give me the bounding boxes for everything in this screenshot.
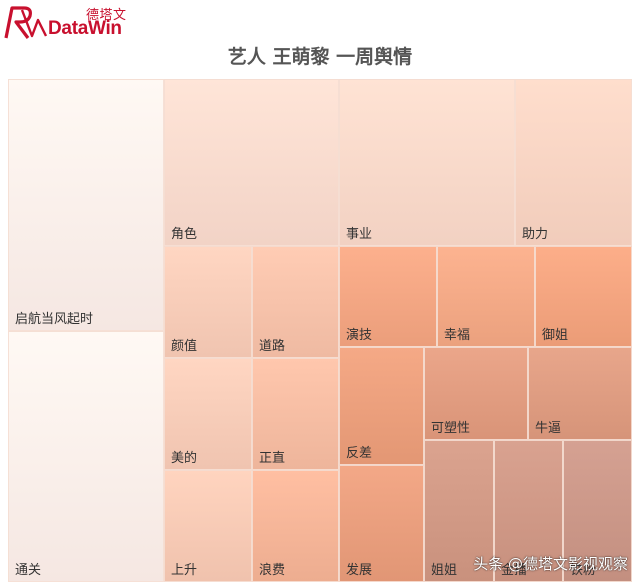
treemap-tile-label: 姐姐 (431, 563, 458, 578)
treemap-tile[interactable]: 角色 (164, 79, 339, 246)
treemap-tile-label: 助力 (522, 227, 549, 242)
treemap-tile-label: 上升 (171, 563, 198, 578)
treemap-tile[interactable]: 御姐 (535, 246, 632, 347)
chart-title: 艺人 王萌黎 一周舆情 (227, 46, 413, 68)
treemap-tile[interactable]: 发展 (339, 465, 424, 582)
treemap-tile-label: 御姐 (542, 328, 569, 343)
treemap-chart: 启航当风起时 通关 角色 事业 助力颜值 道路美的 正直上升 浪费 演技 幸福 御姐反差发展 可塑性 牛… (8, 79, 632, 582)
datawin-logo-mark-icon (4, 6, 48, 39)
treemap-tile[interactable]: 助力 (515, 79, 632, 246)
treemap-tile-label: 正直 (259, 451, 286, 466)
treemap-tile[interactable]: 铁粉 (563, 440, 632, 582)
treemap-tile-label: 可塑性 (431, 421, 471, 436)
treemap-tile-label: 金播 (501, 563, 528, 578)
treemap-tile[interactable]: 牛逼 (528, 347, 632, 440)
treemap-tile-label: 铁粉 (570, 563, 597, 578)
treemap-tile-label: 事业 (346, 227, 373, 242)
treemap-tile-label: 演技 (346, 328, 373, 343)
treemap-tile-label: 启航当风起时 (15, 312, 94, 327)
treemap-tile[interactable]: 颜值 (164, 246, 252, 358)
treemap-tile-label: 发展 (346, 563, 373, 578)
treemap-tile[interactable]: 可塑性 (424, 347, 528, 440)
treemap-tile-label: 角色 (171, 227, 198, 242)
treemap-tile[interactable]: 姐姐 (424, 440, 494, 582)
treemap-tile[interactable]: 演技 (339, 246, 437, 347)
treemap-tile[interactable]: 幸福 (437, 246, 535, 347)
treemap-tile-label: 牛逼 (535, 421, 562, 436)
treemap-tile[interactable]: 金播 (494, 440, 563, 582)
treemap-tile-label: 通关 (15, 563, 42, 578)
treemap-tile-label: 颜值 (171, 339, 198, 354)
treemap-tile[interactable]: 通关 (8, 331, 164, 582)
datawin-logo: 德塔文 DataWin (2, 2, 128, 42)
treemap-tile-label: 美的 (171, 451, 198, 466)
treemap-tile[interactable]: 反差 (339, 347, 424, 465)
watermark: 头条 @德塔文影视观察 (473, 555, 628, 573)
treemap-tile-label: 反差 (346, 446, 373, 461)
logo-text-cn: 德塔文 (86, 8, 127, 23)
treemap-tile[interactable]: 浪费 (252, 470, 339, 582)
treemap-tile[interactable]: 上升 (164, 470, 252, 582)
treemap-tile[interactable]: 启航当风起时 (8, 79, 164, 331)
treemap-tile[interactable]: 正直 (252, 358, 339, 470)
treemap-tile[interactable]: 美的 (164, 358, 252, 470)
logo-text-en: DataWin (48, 18, 122, 39)
treemap-tile-label: 浪费 (259, 563, 286, 578)
treemap-tile-label: 幸福 (444, 328, 471, 343)
treemap-tile[interactable]: 道路 (252, 246, 339, 358)
treemap-tile-label: 道路 (259, 339, 286, 354)
treemap-tile[interactable]: 事业 (339, 79, 515, 246)
